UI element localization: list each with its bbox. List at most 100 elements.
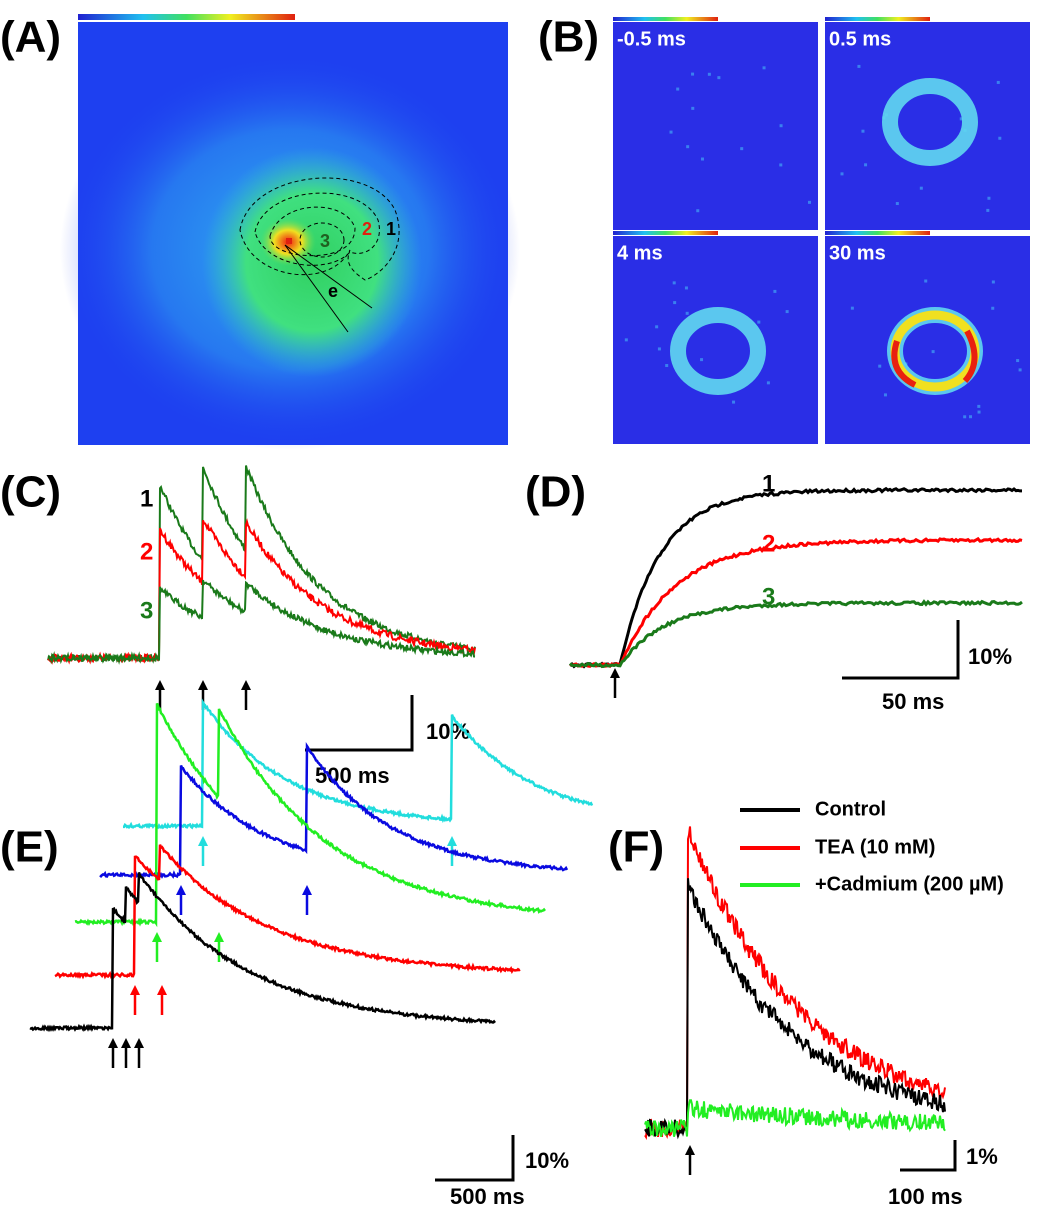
stim-arrow-head	[134, 1038, 144, 1048]
speck	[700, 157, 704, 161]
trace-label: 3	[762, 583, 775, 610]
speck	[840, 172, 844, 176]
scale-x-label: 500 ms	[315, 763, 390, 788]
frame-label: 4 ms	[617, 242, 663, 264]
speck	[963, 415, 967, 419]
colorbar	[78, 14, 295, 20]
panel-label: (F)	[608, 823, 664, 872]
colorbar	[825, 17, 930, 21]
response-ring	[670, 307, 766, 395]
region-label: 1	[386, 219, 396, 239]
trace	[644, 826, 946, 1141]
speck	[696, 209, 700, 213]
frame	[613, 22, 818, 230]
panel-label: (E)	[0, 823, 59, 872]
speck	[959, 117, 963, 121]
speck	[624, 338, 628, 342]
speck	[919, 186, 923, 190]
trace	[568, 486, 1022, 669]
speck	[986, 208, 990, 212]
scale-y-label: 1%	[966, 1144, 998, 1169]
speck	[861, 129, 865, 133]
speck	[996, 80, 1000, 84]
speck	[1016, 359, 1020, 363]
stim-site	[286, 238, 292, 244]
response-hot	[962, 329, 978, 384]
panel-f: (F) Control TEA (10 mM) +Cadmium (200 µM…	[608, 798, 1004, 1209]
frame-label: -0.5 ms	[617, 28, 686, 50]
stim-arrow-head	[214, 932, 224, 942]
trace	[569, 536, 1023, 669]
trace	[47, 518, 476, 665]
speck	[857, 64, 861, 68]
speck	[991, 306, 995, 310]
speck	[969, 415, 973, 419]
speck	[931, 350, 935, 354]
speck	[684, 286, 688, 290]
speck	[977, 410, 981, 414]
stim-arrow-head	[302, 885, 312, 895]
panel-d: (D) 1 2 3 10% 50 ms	[525, 468, 1023, 714]
trace-label: 1	[762, 470, 775, 497]
stim-arrow-head	[155, 680, 165, 690]
trace	[29, 872, 496, 1033]
speck	[686, 145, 690, 149]
speck	[895, 202, 899, 206]
speck	[669, 130, 673, 134]
scale-bar	[305, 695, 414, 752]
trace	[54, 844, 521, 980]
response-hot	[891, 340, 917, 388]
colorbar	[613, 231, 718, 235]
stim-arrow-head	[241, 680, 251, 690]
speck	[987, 196, 991, 200]
stim-arrow-head	[198, 680, 208, 690]
region-label: 3	[320, 231, 330, 251]
panel-label: (C)	[0, 468, 61, 517]
colorbar	[613, 17, 718, 21]
scale-x-label: 100 ms	[888, 1184, 963, 1209]
speck	[883, 393, 887, 397]
speck	[998, 136, 1002, 140]
stim-arrow-head	[121, 1038, 131, 1048]
speck	[878, 364, 882, 368]
stim-arrow-head	[176, 885, 186, 895]
trace	[568, 599, 1023, 669]
scale-bar	[435, 1135, 515, 1182]
legend-label: +Cadmium (200 µM)	[815, 873, 1004, 895]
speck	[672, 281, 676, 285]
speck	[762, 66, 766, 70]
speck	[717, 76, 721, 80]
speck	[655, 325, 659, 329]
trace	[47, 465, 476, 665]
speck	[657, 347, 661, 351]
trace-label: 1	[140, 485, 153, 512]
scale-y-label: 10%	[968, 644, 1012, 669]
speck	[685, 311, 689, 315]
trace	[47, 579, 476, 665]
trace-label: 3	[140, 597, 153, 624]
frame-label: 30 ms	[829, 242, 886, 264]
stim-arrow-head	[685, 1145, 695, 1155]
speck	[676, 87, 680, 91]
frame-label: 0.5 ms	[829, 28, 891, 50]
trace	[644, 1099, 946, 1138]
stim-arrow-head	[447, 836, 457, 846]
legend-label: Control	[815, 798, 886, 820]
speck	[691, 106, 695, 110]
contours	[239, 177, 400, 281]
speck	[779, 124, 783, 128]
trace	[99, 742, 569, 879]
trace	[644, 878, 946, 1140]
panel-a: 1 2 3 e (A)	[0, 13, 520, 450]
speck	[924, 279, 928, 283]
trace	[74, 702, 546, 928]
speck	[707, 72, 711, 76]
speck	[766, 381, 770, 385]
panel-c: (C) 1 2 3 10% 500 ms	[0, 465, 476, 788]
line-e	[284, 244, 373, 309]
region-label: 2	[362, 219, 372, 239]
panel-b: (B) -0.5 ms 0.5 ms 4 ms 30 ms	[538, 13, 1030, 444]
speck	[691, 72, 695, 76]
scale-x-label: 500 ms	[450, 1184, 525, 1209]
